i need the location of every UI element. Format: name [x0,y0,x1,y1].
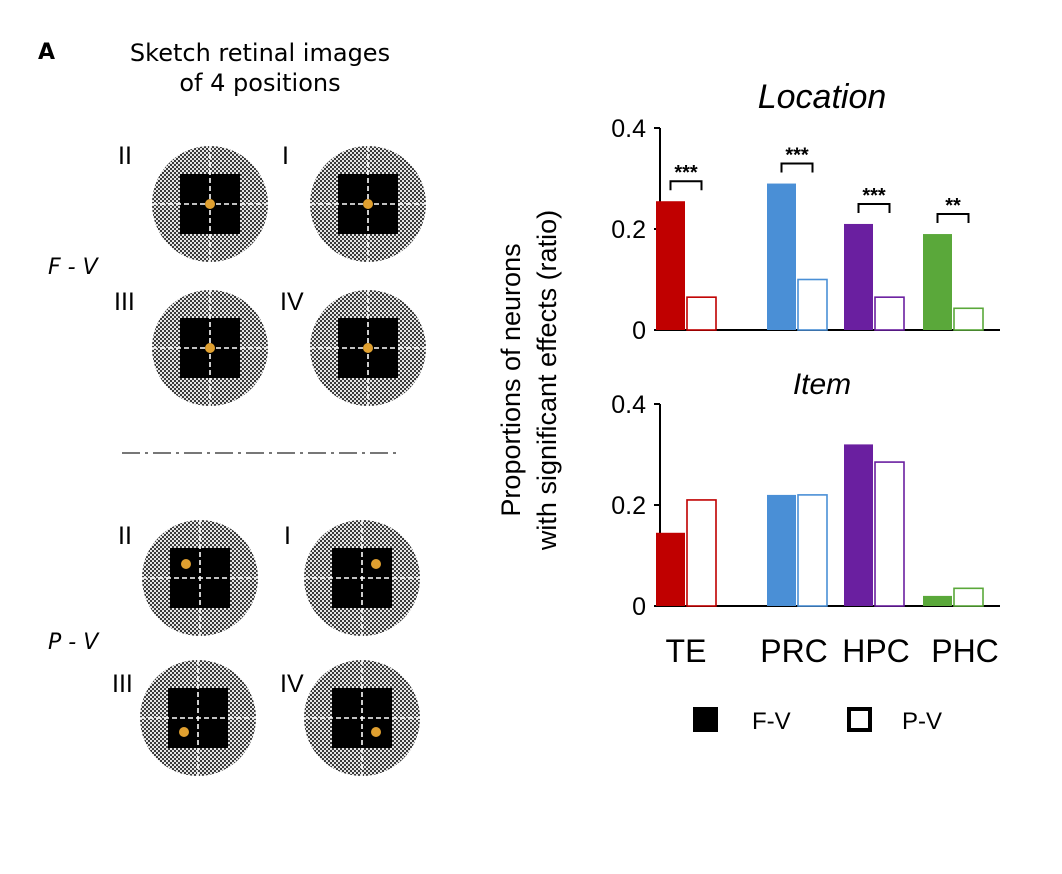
condition-label-pv: P - V [48,630,99,655]
condition-label-fv: F - V [48,255,98,280]
bar-TE-P-V [686,499,717,607]
bar-HPC-F-V [844,223,873,330]
y-tick-label: 0.4 [611,391,646,419]
sketch-title-line1: Sketch retinal images [129,39,391,67]
bar-TE-F-V [656,532,685,606]
sketch-title: Sketch retinal images of 4 positions [110,38,410,98]
sketch-title-line2: of 4 positions [179,69,341,97]
fixation-dot [205,343,215,353]
chart-2-title: Item [793,368,851,401]
fixation-dot [205,199,215,209]
x-tick-label-PHC: PHC [931,633,999,669]
bar-PRC-P-V [797,494,828,607]
position-label-pv-IV: IV [280,670,304,698]
significance-bracket [857,202,891,213]
y-axis-label-line1: Proportions of neurons [496,243,526,516]
significance-label: *** [785,145,809,167]
bar-PRC-F-V [767,183,796,330]
significance-bracket [780,162,814,173]
y-tick-label: 0.2 [611,492,646,520]
significance-label: *** [862,185,886,207]
legend-label-filled: F-V [752,708,791,735]
x-tick-label-HPC: HPC [842,633,910,669]
chart-1-axes [654,127,1000,331]
y-axis-label: Proportions of neurons with significant e… [496,210,562,551]
fixation-dot [363,199,373,209]
y-tick-label: 0 [632,317,646,345]
chart-1-title: Location [758,78,887,116]
panel-label: A [38,40,56,65]
fixation-dot [371,559,381,569]
x-tick-label-TE: TE [666,633,707,669]
position-label-fv-I: I [282,142,289,170]
retinal-image-pv-I [304,520,420,636]
position-label-pv-I: I [284,522,291,550]
chart-2-axes [654,403,1000,607]
bar-PHC-F-V [923,234,952,330]
retinal-image-pv-II [142,520,258,636]
bar-PHC-F-V [923,595,952,606]
retinal-image-pv-III [140,660,256,776]
fixation-dot [181,559,191,569]
y-tick-label: 0.2 [611,216,646,244]
legend: F-V P-V [693,707,942,735]
fixation-dot [363,343,373,353]
bar-HPC-P-V [874,296,905,331]
retinal-image-fv-III [152,290,268,406]
significance-bracket [936,213,970,224]
bar-TE-P-V [686,296,717,331]
bar-HPC-P-V [874,461,905,607]
position-label-pv-III: III [112,670,133,698]
significance-bracket [669,180,703,191]
position-label-fv-IV: IV [280,288,304,316]
y-tick-label: 0.4 [611,115,646,143]
bar-PHC-P-V [953,307,984,331]
significance-label: ** [945,195,961,217]
legend-swatch-filled [693,707,718,732]
retinal-image-fv-I [310,146,426,262]
bar-TE-F-V [656,201,685,330]
position-label-fv-III: III [114,288,135,316]
significance-label: *** [674,162,698,184]
legend-swatch-open [847,707,872,732]
fixation-dot [371,727,381,737]
position-label-pv-II: II [118,522,132,550]
bar-PRC-F-V [767,494,796,606]
x-tick-label-PRC: PRC [760,633,828,669]
retinal-image-fv-II [152,146,268,262]
retinal-image-fv-IV [310,290,426,406]
legend-label-open: P-V [902,708,942,735]
bar-PRC-P-V [797,278,828,331]
fixation-dot [179,727,189,737]
retinal-image-pv-IV [304,660,420,776]
y-axis-label-line2: with significant effects (ratio) [532,210,562,551]
bar-HPC-F-V [844,444,873,606]
group-divider [122,452,398,454]
y-tick-label: 0 [632,593,646,621]
bar-PHC-P-V [953,587,984,607]
position-label-fv-II: II [118,142,132,170]
